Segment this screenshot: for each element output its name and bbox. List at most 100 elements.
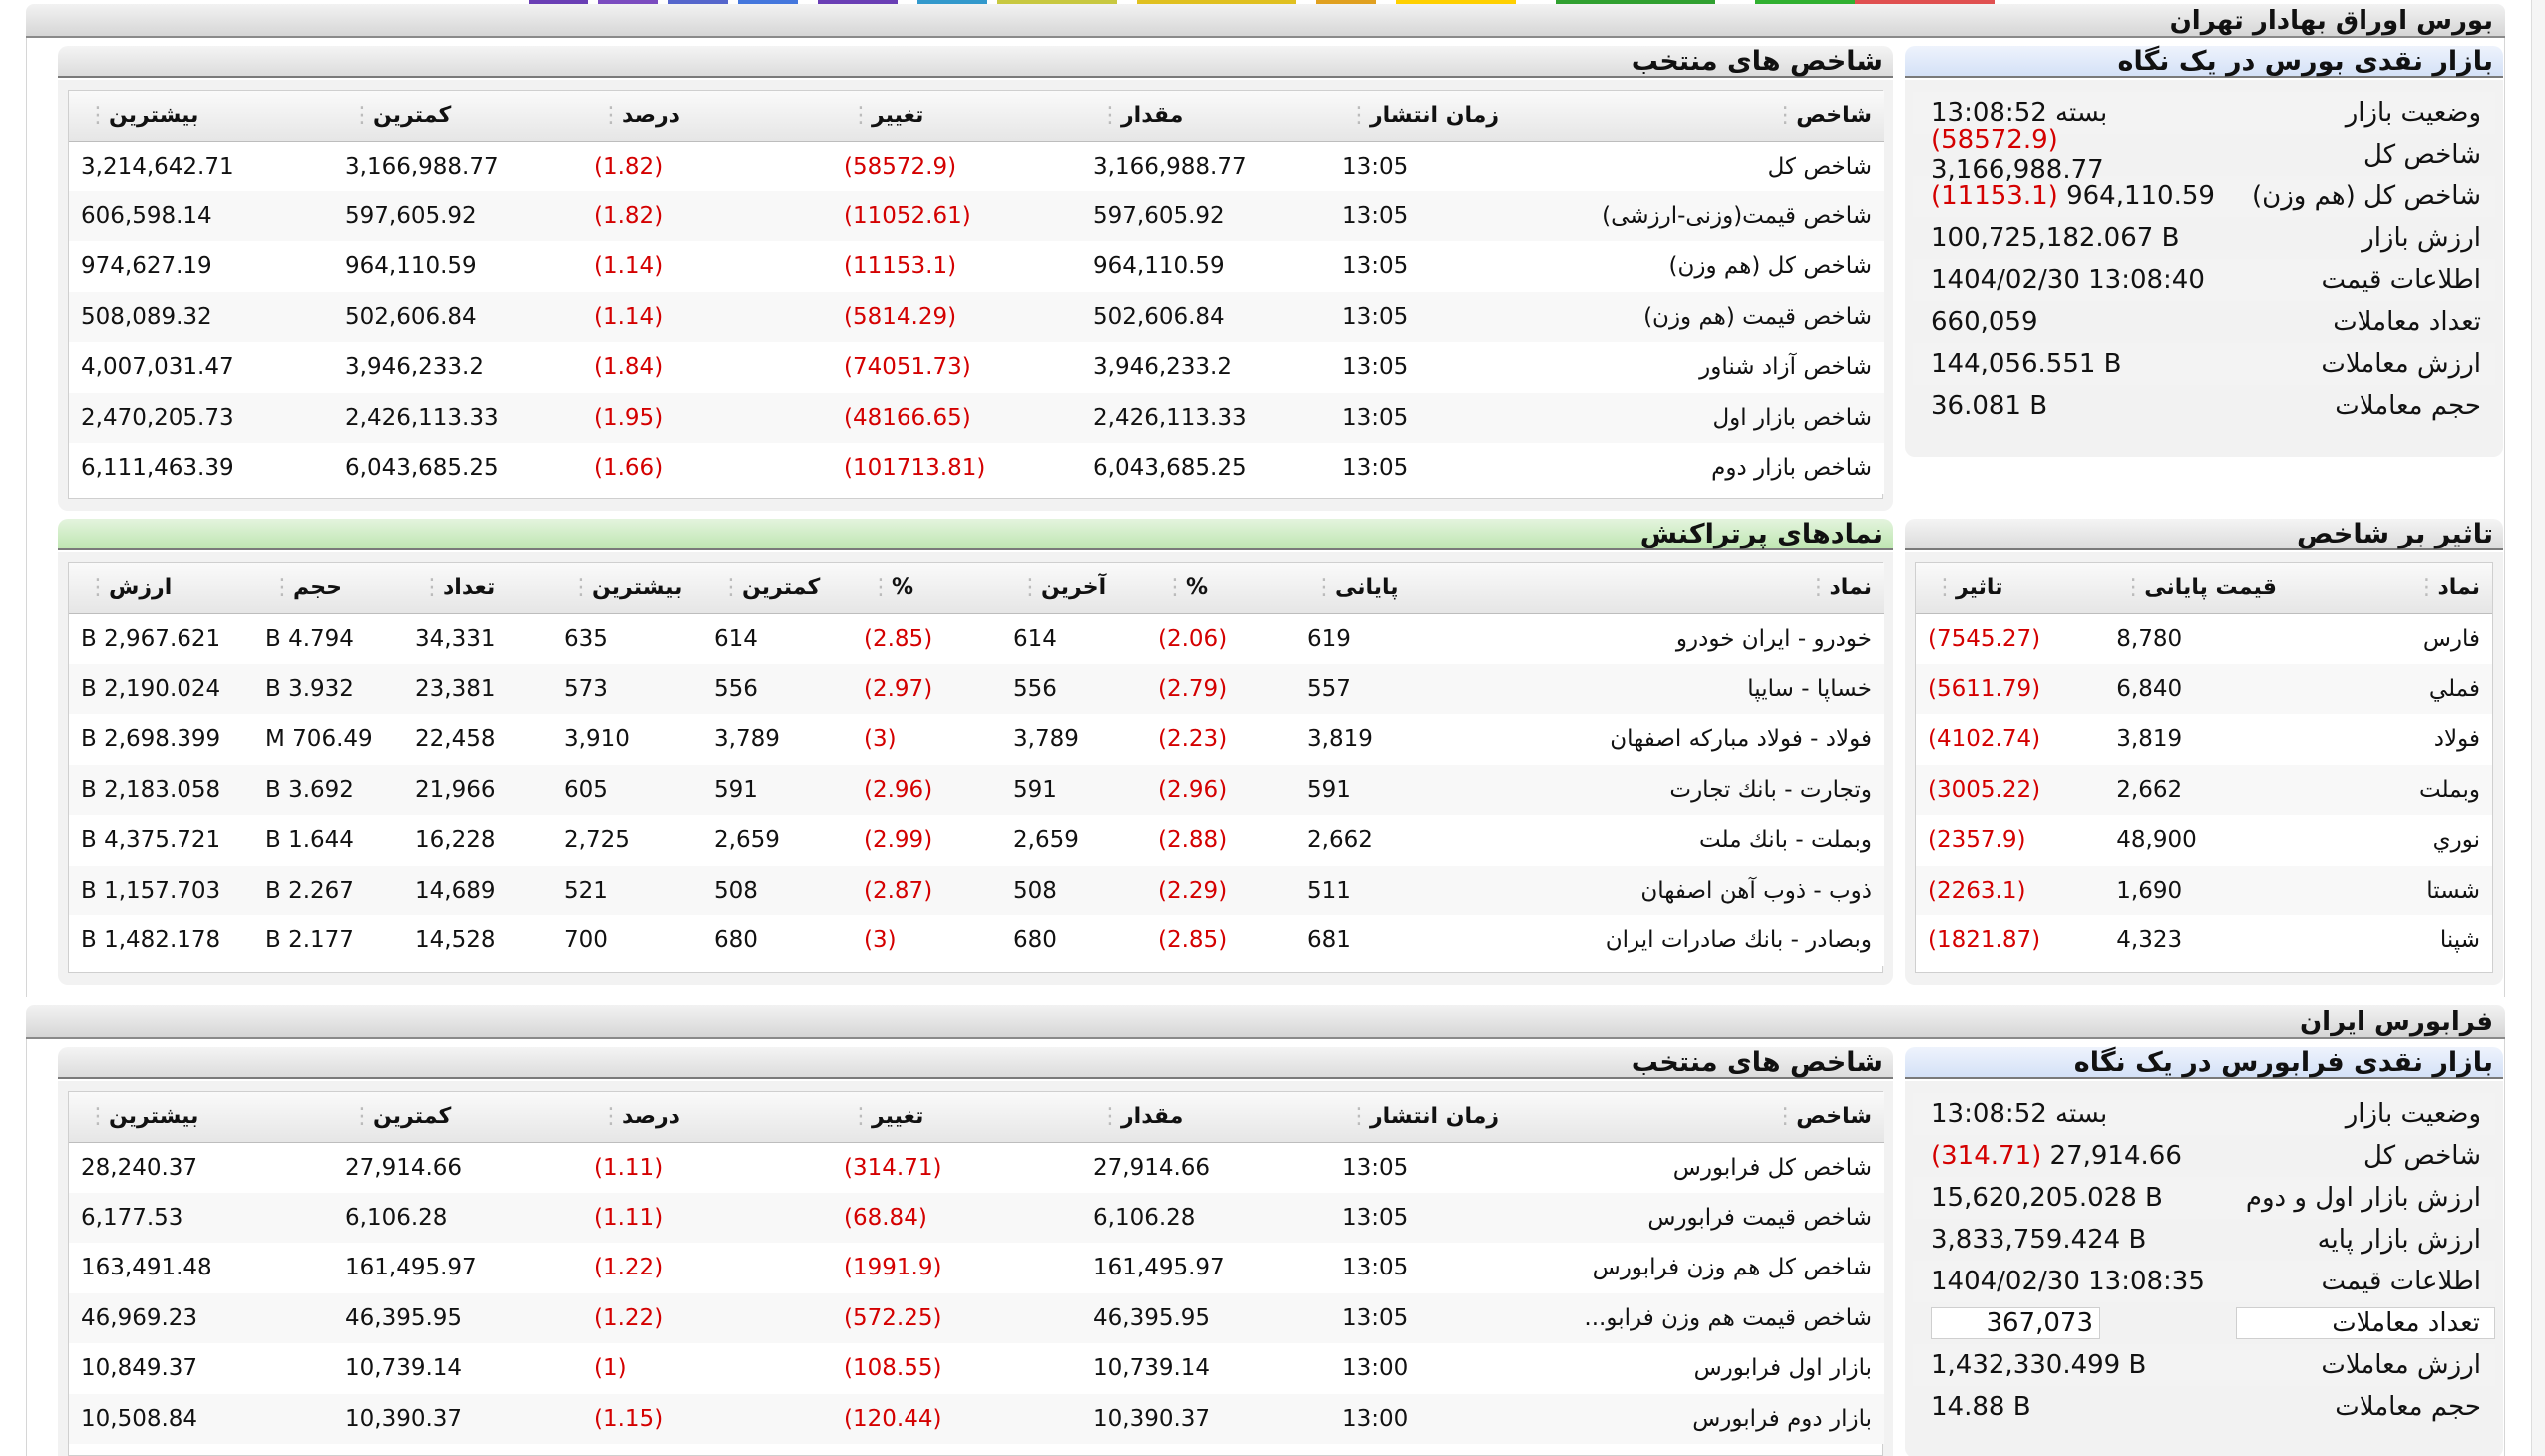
col-header-percent[interactable]: درصد [582,1092,832,1143]
ifb-indices-title: شاخص های منتخب [58,1047,1893,1079]
table-row[interactable]: خساپا - سایپا 557 (2.79) 556 (2.97) 556 … [69,663,1884,714]
table-row[interactable]: شاخص قیمت هم وزن فرابو... 13:05 46,395.9… [69,1292,1884,1343]
col-header-percent[interactable]: درصد [582,91,832,142]
col-header-change[interactable]: تغییر [832,91,1081,142]
cell-symbol[interactable]: ذوب - ذوب آهن اصفهان [1460,865,1884,915]
table-row[interactable]: شاخص قیمت فرابورس 13:05 6,106.28 (68.84)… [69,1192,1884,1243]
cell-symbol[interactable]: فارس [2298,613,2492,664]
table-row[interactable]: ذوب - ذوب آهن اصفهان 511 (2.29) 508 (2.8… [69,865,1884,915]
ifb-section-title: فرابورس ایران [2299,1007,2493,1037]
table-row[interactable]: شپنا 4,323 (1821.87) [1916,915,2492,966]
cell-index-name[interactable]: شاخص قیمت فرابورس [1580,1192,1884,1243]
overview-change: (314.71) [1931,1141,2042,1171]
cell-change: (101713.81) [832,443,1081,494]
cell-index-name[interactable]: شاخص قیمت (هم وزن) [1580,291,1884,342]
table-row[interactable]: شاخص قیمت (هم وزن) 13:05 502,606.84 (581… [69,291,1884,342]
table-row[interactable]: شاخص قیمت(وزنی-ارزشی) 13:05 597,605.92 (… [69,190,1884,241]
table-row[interactable]: نوري 48,900 (2357.9) [1916,815,2492,866]
col-header-min[interactable]: کمترین [702,563,852,614]
col-header-volume[interactable]: حجم [253,563,403,614]
cell-symbol[interactable]: وتجارت - بانك تجارت [1460,764,1884,815]
col-header-max[interactable]: بیشترین [552,563,702,614]
table-row[interactable]: بازار دوم فرابورس 13:00 10,390.37 (120.4… [69,1393,1884,1444]
col-header-count[interactable]: تعداد [403,563,552,614]
cell-symbol[interactable]: نوري [2298,815,2492,866]
cell-symbol[interactable]: شستا [2298,865,2492,915]
col-header-min[interactable]: کمترین [333,91,582,142]
col-header-final[interactable]: پایانی [1295,563,1460,614]
cell-index-name[interactable]: شاخص کل هم وزن فرابورس [1580,1243,1884,1293]
cell-symbol[interactable]: خودرو - ایران خودرو [1460,613,1884,664]
cell-symbol[interactable]: وبصادر - بانك صادرات ايران [1460,915,1884,966]
cell-index-name[interactable]: بازار اول فرابورس [1580,1343,1884,1394]
cell-index-name[interactable]: شاخص قیمت(وزنی-ارزشی) [1580,190,1884,241]
table-row[interactable]: شستا 1,690 (2263.1) [1916,865,2492,915]
cell-symbol[interactable]: فولاد - فولاد مباركه اصفهان [1460,714,1884,765]
cell-symbol[interactable]: فملي [2298,663,2492,714]
col-header-change[interactable]: تغییر [832,1092,1081,1143]
col-header-time[interactable]: زمان انتشار [1330,91,1580,142]
cell-symbol[interactable]: وبملت [2298,764,2492,815]
table-row[interactable]: وتجارت - بانك تجارت 591 (2.96) 591 (2.96… [69,764,1884,815]
cell-index-name[interactable]: بازار دوم فرابورس [1580,1393,1884,1444]
cell-index-name[interactable]: شاخص قیمت هم وزن فرابو... [1580,1292,1884,1343]
col-header-last[interactable]: آخرین [1001,563,1146,614]
col-header-index[interactable]: شاخص [1580,1092,1884,1143]
ifb-overview-row: حجم معاملات 14.88 B [1913,1386,2495,1428]
col-header-max[interactable]: بیشترین [69,1092,333,1143]
table-row[interactable]: شاخص کل 13:05 3,166,988.77 (58572.9) (1.… [69,141,1884,191]
page-scrollbar[interactable] [2531,0,2545,1456]
cell-index-name[interactable]: شاخص آزاد شناور [1580,342,1884,393]
cell-max: 10,849.37 [69,1343,333,1394]
col-header-time[interactable]: زمان انتشار [1330,1092,1580,1143]
col-header-value[interactable]: ارزش [69,563,253,614]
cell-index-name[interactable]: شاخص کل [1580,141,1884,191]
table-row[interactable]: فملي 6,840 (5611.79) [1916,663,2492,714]
cell-min: 27,914.66 [333,1142,582,1193]
cell-index-name[interactable]: شاخص کل فرابورس [1580,1142,1884,1193]
table-row[interactable]: بازار اول فرابورس 13:00 10,739.14 (108.5… [69,1343,1884,1394]
col-header-min[interactable]: کمترین [333,1092,582,1143]
col-header-final-price[interactable]: قیمت پایانی [2104,563,2299,614]
cell-time: 13:05 [1330,443,1580,494]
col-header-max[interactable]: بیشترین [69,91,333,142]
table-row[interactable]: شاخص کل (هم وزن) 13:05 964,110.59 (11153… [69,241,1884,292]
table-row[interactable]: شاخص بازار دوم 13:05 6,043,685.25 (10171… [69,443,1884,494]
table-row[interactable]: وبملت 2,662 (3005.22) [1916,764,2492,815]
col-header-symbol[interactable]: نماد [2298,563,2492,614]
tse-overview-row: اطلاعات قیمت 1404/02/30 13:08:40 [1913,259,2495,301]
cell-value: 597,605.92 [1081,190,1330,241]
cell-symbol[interactable]: وبملت - بانك ملت [1460,815,1884,866]
table-row[interactable]: فارس 8,780 (7545.27) [1916,613,2492,664]
table-row[interactable]: خودرو - ایران خودرو 619 (2.06) 614 (2.85… [69,613,1884,664]
col-header-last-percent[interactable]: % [852,563,1001,614]
cell-final: 681 [1295,915,1460,966]
cell-max: 521 [552,865,702,915]
table-row[interactable]: شاخص آزاد شناور 13:05 3,946,233.2 (74051… [69,342,1884,393]
cell-symbol[interactable]: فولاد [2298,714,2492,765]
col-header-index[interactable]: شاخص [1580,91,1884,142]
cell-value: 1,482.178 B [69,915,253,966]
cell-symbol[interactable]: شپنا [2298,915,2492,966]
cell-index-name[interactable]: شاخص بازار اول [1580,392,1884,443]
cell-min: 6,043,685.25 [333,443,582,494]
tse-overview-row: تعداد معاملات 660,059 [1913,301,2495,343]
cell-index-name[interactable]: شاخص کل (هم وزن) [1580,241,1884,292]
cell-index-name[interactable]: شاخص بازار دوم [1580,443,1884,494]
col-header-symbol[interactable]: نماد [1460,563,1884,614]
table-row[interactable]: وبصادر - بانك صادرات ايران 681 (2.85) 68… [69,915,1884,966]
table-row[interactable]: فولاد 3,819 (4102.74) [1916,714,2492,765]
col-header-impact[interactable]: تاثیر [1916,563,2105,614]
table-row[interactable]: فولاد - فولاد مباركه اصفهان 3,819 (2.23)… [69,714,1884,765]
col-header-value[interactable]: مقدار [1081,1092,1330,1143]
cell-symbol[interactable]: خساپا - سایپا [1460,663,1884,714]
table-row[interactable]: شاخص بازار اول 13:05 2,426,113.33 (48166… [69,392,1884,443]
table-row[interactable]: وبملت - بانك ملت 2,662 (2.88) 2,659 (2.9… [69,815,1884,866]
table-row[interactable]: شاخص کل فرابورس 13:05 27,914.66 (314.71)… [69,1142,1884,1193]
col-header-final-percent[interactable]: % [1146,563,1295,614]
overview-label: ارزش بازار اول و دوم [2245,1183,2481,1213]
cell-impact: (1821.87) [1916,915,2105,966]
col-header-value[interactable]: مقدار [1081,91,1330,142]
table-row[interactable]: شاخص کل هم وزن فرابورس 13:05 161,495.97 … [69,1243,1884,1293]
cell-min: 2,426,113.33 [333,392,582,443]
